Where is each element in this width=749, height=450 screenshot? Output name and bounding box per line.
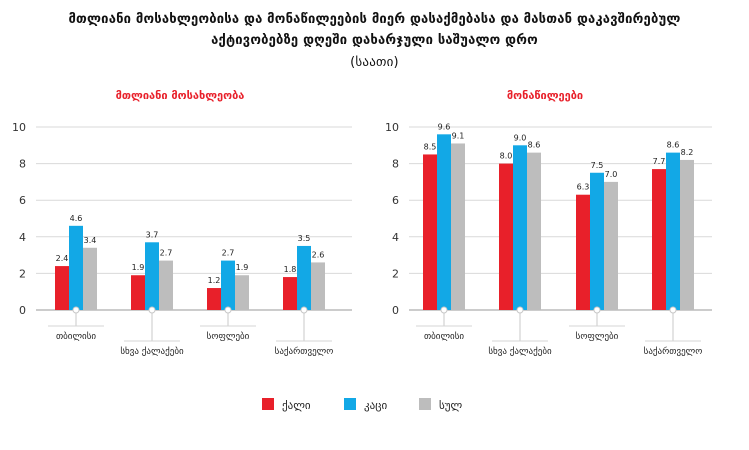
data-label: 9.6 [438, 122, 451, 131]
data-label: 1.8 [284, 265, 297, 274]
data-label: 3.7 [146, 230, 159, 239]
legend-label: სულ [439, 399, 462, 412]
bar [83, 247, 97, 310]
category-label: თბილისი [56, 331, 96, 342]
bar [221, 260, 235, 310]
bar [680, 159, 694, 310]
y-tick-label: 2 [19, 267, 26, 280]
data-label: 9.1 [452, 131, 465, 140]
category-marker [300, 306, 308, 314]
data-label: 8.6 [528, 141, 541, 150]
category-label: საქართველო [644, 346, 703, 357]
data-label: 8.2 [681, 148, 694, 157]
bar [437, 134, 451, 310]
category-marker [593, 306, 601, 314]
category-marker [224, 306, 232, 314]
bar [451, 143, 465, 310]
bar [527, 152, 541, 310]
category-marker [148, 306, 156, 314]
y-tick-label: 4 [19, 231, 26, 244]
data-label: 9.0 [514, 133, 527, 142]
bar [283, 277, 297, 310]
bar [207, 288, 221, 310]
category-marker [72, 306, 80, 314]
data-label: 7.5 [591, 161, 604, 170]
chart-title-line2: აქტივობებზე დღეში დახარჯული საშუალო დრო [211, 33, 538, 48]
category-label: სოფლები [576, 331, 619, 342]
category-label: საქართველო [275, 346, 334, 357]
data-label: 8.0 [500, 152, 513, 161]
data-label: 8.5 [424, 142, 437, 151]
data-label: 8.6 [667, 141, 680, 150]
bar [513, 145, 527, 310]
y-tick-label: 6 [19, 194, 26, 207]
panel-title: მონაწილეები [507, 89, 583, 102]
legend-swatch [344, 398, 356, 410]
y-tick-label: 8 [19, 158, 26, 171]
legend-swatch [262, 398, 274, 410]
panel-title: მთლიანი მოსახლეობა [116, 89, 245, 102]
bar [131, 275, 145, 310]
y-tick-label: 0 [19, 304, 26, 317]
bar [499, 163, 513, 310]
category-marker [669, 306, 677, 314]
bar [145, 242, 159, 310]
y-tick-label: 4 [392, 231, 399, 244]
data-label: 1.2 [208, 276, 221, 285]
category-marker [516, 306, 524, 314]
bar [55, 266, 69, 310]
category-label: თბილისი [424, 331, 464, 342]
data-label: 2.4 [56, 254, 69, 263]
bar [652, 169, 666, 310]
y-tick-label: 6 [392, 194, 399, 207]
bar [423, 154, 437, 310]
data-label: 2.7 [160, 249, 173, 258]
data-label: 3.5 [298, 234, 311, 243]
chart-units: (საათი) [350, 55, 399, 70]
data-label: 1.9 [236, 263, 249, 272]
y-tick-label: 0 [392, 304, 399, 317]
bar [666, 152, 680, 310]
data-label: 2.7 [222, 249, 235, 258]
category-marker [440, 306, 448, 314]
bar [576, 194, 590, 310]
y-tick-label: 10 [12, 121, 26, 134]
bar [297, 245, 311, 310]
category-label: სხვა ქალაქები [488, 346, 552, 357]
chart-title-line1: მთლიანი მოსახლეობისა და მონაწილეების მიე… [68, 12, 681, 27]
bar [159, 260, 173, 310]
y-tick-label: 8 [392, 158, 399, 171]
data-label: 3.4 [84, 236, 97, 245]
data-label: 4.6 [70, 214, 83, 223]
data-label: 7.7 [653, 157, 666, 166]
y-tick-label: 10 [385, 121, 399, 134]
legend-label: ქალი [282, 399, 311, 412]
bar [604, 181, 618, 310]
legend-swatch [419, 398, 431, 410]
y-tick-label: 2 [392, 267, 399, 280]
data-label: 7.0 [605, 170, 618, 179]
bar [590, 172, 604, 310]
data-label: 1.9 [132, 263, 145, 272]
data-label: 2.6 [312, 250, 325, 259]
category-label: სხვა ქალაქები [120, 346, 184, 357]
category-label: სოფლები [207, 331, 250, 342]
bar [69, 225, 83, 310]
bar [235, 275, 249, 310]
data-label: 6.3 [577, 183, 590, 192]
legend-label: კაცი [364, 399, 387, 412]
bar [311, 262, 325, 310]
